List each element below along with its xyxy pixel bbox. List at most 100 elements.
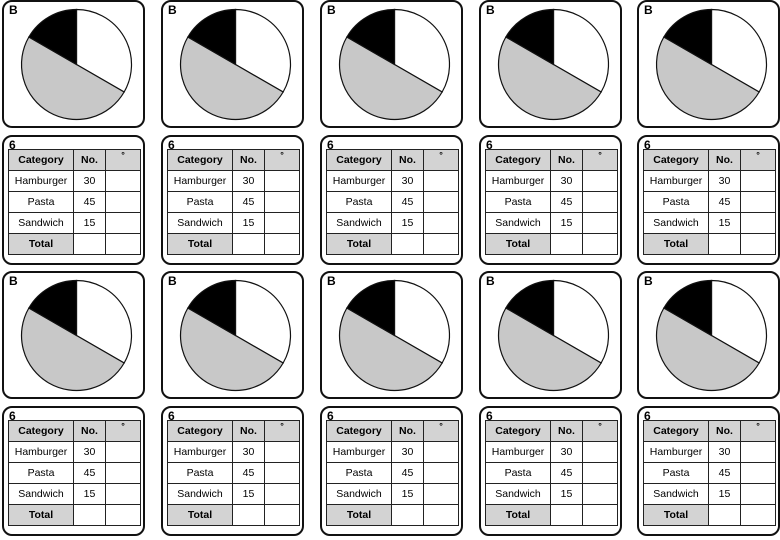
- degrees-answer-cell[interactable]: [423, 170, 459, 192]
- total-number-cell[interactable]: [708, 504, 741, 526]
- pie-slice-1: [710, 8, 768, 93]
- category-cell: Hamburger: [485, 170, 551, 192]
- header-degrees: °: [740, 149, 776, 171]
- degrees-answer-cell[interactable]: [740, 170, 776, 192]
- table-card-label: 6: [9, 409, 16, 423]
- header-degrees: °: [423, 149, 459, 171]
- degrees-answer-cell[interactable]: [105, 191, 141, 213]
- category-cell: Pasta: [326, 191, 392, 213]
- header-number: No.: [73, 420, 106, 442]
- number-cell: 45: [550, 462, 583, 484]
- degrees-answer-cell[interactable]: [264, 441, 300, 463]
- frequency-table: Category No. ° Hamburger 30 Pasta 45 Sandwich 15…: [167, 420, 300, 526]
- header-category: Category: [167, 149, 233, 171]
- total-number-cell[interactable]: [550, 233, 583, 255]
- degrees-answer-cell[interactable]: [264, 170, 300, 192]
- degrees-answer-cell[interactable]: [582, 170, 618, 192]
- total-number-cell[interactable]: [232, 233, 265, 255]
- header-category: Category: [643, 420, 709, 442]
- category-cell: Pasta: [8, 462, 74, 484]
- degrees-answer-cell[interactable]: [423, 441, 459, 463]
- degrees-answer-cell[interactable]: [264, 483, 300, 505]
- category-cell: Sandwich: [8, 212, 74, 234]
- total-degrees-cell[interactable]: [582, 233, 618, 255]
- table-row: Sandwich 15: [8, 483, 141, 505]
- total-degrees-cell[interactable]: [264, 233, 300, 255]
- table-row: Pasta 45: [643, 191, 776, 213]
- header-degrees: °: [264, 420, 300, 442]
- number-cell: 45: [232, 191, 265, 213]
- degrees-answer-cell[interactable]: [582, 462, 618, 484]
- number-cell: 45: [391, 462, 424, 484]
- frequency-table: Category No. ° Hamburger 30 Pasta 45 Sandwich 15…: [485, 420, 618, 526]
- degrees-answer-cell[interactable]: [105, 483, 141, 505]
- total-number-cell[interactable]: [550, 504, 583, 526]
- table-header-row: Category No. °: [167, 149, 300, 171]
- degrees-answer-cell[interactable]: [582, 191, 618, 213]
- number-cell: 45: [232, 462, 265, 484]
- degrees-answer-cell[interactable]: [423, 462, 459, 484]
- total-row: Total: [167, 233, 300, 255]
- degrees-answer-cell[interactable]: [740, 462, 776, 484]
- table-card-label: 6: [327, 409, 334, 423]
- total-degrees-cell[interactable]: [423, 504, 459, 526]
- degrees-answer-cell[interactable]: [264, 212, 300, 234]
- total-degrees-cell[interactable]: [423, 233, 459, 255]
- degrees-answer-cell[interactable]: [423, 483, 459, 505]
- number-cell: 45: [391, 191, 424, 213]
- category-cell: Pasta: [8, 191, 74, 213]
- degrees-answer-cell[interactable]: [740, 191, 776, 213]
- category-cell: Pasta: [167, 191, 233, 213]
- pie-card-label: B: [644, 274, 653, 288]
- pie-slice-1: [234, 279, 292, 364]
- degrees-answer-cell[interactable]: [740, 441, 776, 463]
- pie-slice-2: [21, 307, 125, 391]
- degrees-answer-cell[interactable]: [105, 462, 141, 484]
- degrees-answer-cell[interactable]: [582, 483, 618, 505]
- table-card: 6 Category No. ° Hamburger 30 Pasta 45 Sandwich 1…: [2, 135, 145, 265]
- header-category: Category: [326, 149, 392, 171]
- pie-slice-3: [187, 8, 237, 66]
- degrees-answer-cell[interactable]: [105, 441, 141, 463]
- pie-slice-1: [75, 279, 133, 364]
- total-degrees-cell[interactable]: [105, 233, 141, 255]
- total-number-cell[interactable]: [73, 504, 106, 526]
- pie-card-label: B: [327, 274, 336, 288]
- table-card: 6 Category No. ° Hamburger 30 Pasta 45 Sandwich 1…: [637, 135, 780, 265]
- degrees-answer-cell[interactable]: [264, 191, 300, 213]
- total-number-cell[interactable]: [391, 233, 424, 255]
- total-degrees-cell[interactable]: [740, 504, 776, 526]
- degrees-answer-cell[interactable]: [105, 170, 141, 192]
- degrees-answer-cell[interactable]: [423, 212, 459, 234]
- category-cell: Pasta: [643, 191, 709, 213]
- total-number-cell[interactable]: [73, 233, 106, 255]
- total-degrees-cell[interactable]: [105, 504, 141, 526]
- category-cell: Hamburger: [326, 170, 392, 192]
- total-degrees-cell[interactable]: [264, 504, 300, 526]
- pie-chart: [339, 279, 451, 391]
- total-label: Total: [643, 233, 709, 255]
- pie-slice-3: [505, 279, 555, 337]
- pie-slice-2: [180, 307, 284, 391]
- total-number-cell[interactable]: [708, 233, 741, 255]
- number-cell: 15: [232, 483, 265, 505]
- pie-slice-2: [656, 307, 760, 391]
- degrees-answer-cell[interactable]: [582, 441, 618, 463]
- frequency-table: Category No. ° Hamburger 30 Pasta 45 Sandwich 15…: [643, 149, 776, 255]
- header-number: No.: [708, 420, 741, 442]
- pie-card-label: B: [486, 3, 495, 17]
- degrees-answer-cell[interactable]: [423, 191, 459, 213]
- total-degrees-cell[interactable]: [740, 233, 776, 255]
- table-header-row: Category No. °: [326, 420, 459, 442]
- degrees-answer-cell[interactable]: [105, 212, 141, 234]
- degrees-answer-cell[interactable]: [740, 212, 776, 234]
- degrees-answer-cell[interactable]: [740, 483, 776, 505]
- table-row: Sandwich 15: [643, 212, 776, 234]
- total-number-cell[interactable]: [232, 504, 265, 526]
- total-degrees-cell[interactable]: [582, 504, 618, 526]
- pie-slice-2: [498, 307, 602, 391]
- degrees-answer-cell[interactable]: [264, 462, 300, 484]
- header-number: No.: [550, 420, 583, 442]
- degrees-answer-cell[interactable]: [582, 212, 618, 234]
- total-number-cell[interactable]: [391, 504, 424, 526]
